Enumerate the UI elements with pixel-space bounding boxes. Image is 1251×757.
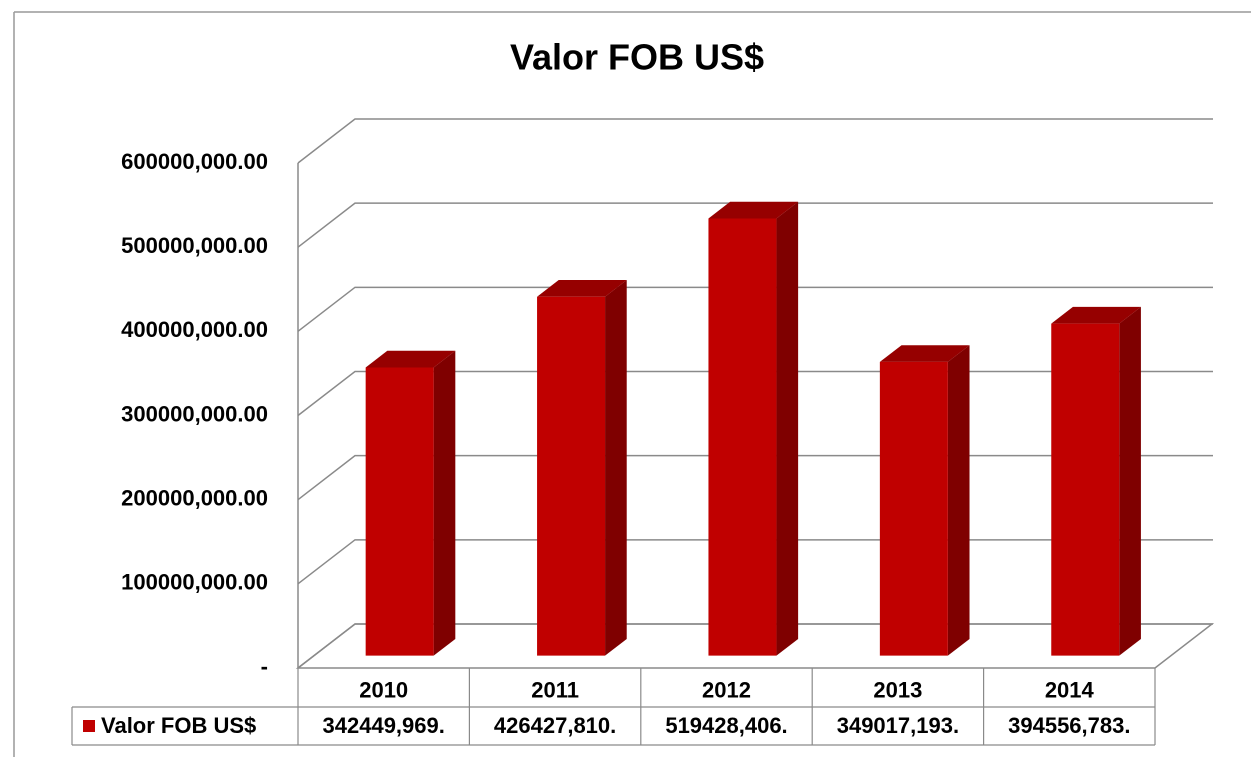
- bar-side: [776, 201, 799, 656]
- chart-title: Valor FOB US$: [510, 37, 764, 78]
- y-tick-label: 400000,000.00: [121, 317, 268, 342]
- bar-top: [708, 201, 799, 219]
- bar-side: [433, 350, 456, 656]
- y-tick-label: -: [261, 654, 268, 679]
- x-tick-label: 2014: [1045, 677, 1095, 702]
- bar-top: [537, 280, 627, 297]
- bar-front: [879, 361, 948, 656]
- x-tick-label: 2011: [531, 677, 579, 702]
- bar-front: [365, 367, 434, 656]
- grid-line: [297, 202, 1213, 248]
- bar-front: [708, 218, 777, 656]
- bar-side: [947, 345, 970, 656]
- x-tick-label: 2010: [359, 677, 408, 702]
- grid-line: [297, 118, 1213, 164]
- grid-line: [297, 286, 1213, 332]
- x-tick-label: 2012: [702, 677, 751, 702]
- bar-top: [1051, 306, 1141, 324]
- bar-side: [605, 280, 627, 656]
- bar: [537, 280, 627, 656]
- bar: [708, 201, 799, 656]
- data-table-value: 394556,783.: [1008, 713, 1130, 738]
- bar-side: [1119, 306, 1141, 656]
- bar: [365, 350, 456, 656]
- bar: [879, 345, 970, 656]
- legend-swatch: [83, 720, 95, 732]
- bar: [1051, 306, 1141, 656]
- y-tick-label: 100000,000.00: [121, 570, 268, 595]
- bar-top: [879, 345, 970, 362]
- y-tick-label: 300000,000.00: [121, 401, 268, 426]
- data-table-value: 426427,810.: [494, 713, 616, 738]
- data-table-value: 519428,406.: [665, 713, 787, 738]
- bar-top: [365, 350, 456, 368]
- y-tick-label: 200000,000.00: [121, 485, 268, 510]
- legend-label: Valor FOB US$: [101, 713, 256, 738]
- x-tick-label: 2013: [873, 677, 922, 702]
- y-tick-label: 500000,000.00: [121, 233, 268, 258]
- bar-front: [537, 296, 606, 656]
- data-table-value: 349017,193.: [837, 713, 959, 738]
- bar-front: [1051, 323, 1120, 656]
- y-tick-label: 600000,000.00: [121, 149, 268, 174]
- data-table-value: 342449,969.: [323, 713, 445, 738]
